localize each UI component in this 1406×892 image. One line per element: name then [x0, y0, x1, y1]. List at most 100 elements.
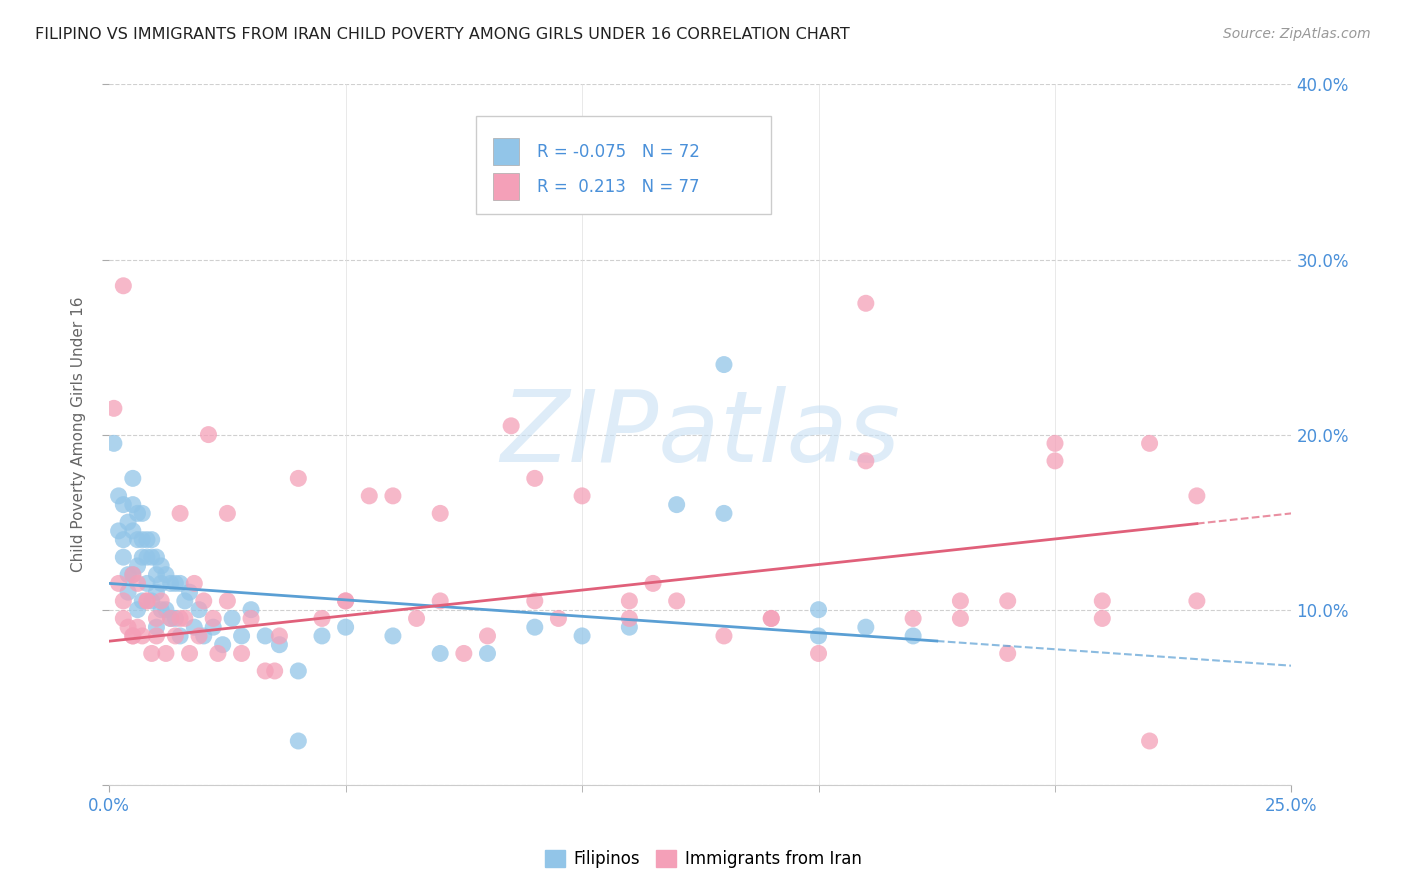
Point: [202, 620, 225, 634]
Point: [254, 664, 277, 678]
Point: [155, 567, 177, 582]
Point: [523, 594, 546, 608]
Point: [145, 611, 167, 625]
Point: [263, 664, 285, 678]
Point: [112, 498, 135, 512]
Point: [949, 611, 972, 625]
Point: [240, 611, 263, 625]
Point: [141, 550, 163, 565]
Point: [405, 611, 427, 625]
Point: [855, 454, 877, 468]
Point: [571, 629, 593, 643]
Point: [901, 629, 924, 643]
Point: [155, 602, 177, 616]
Point: [713, 358, 735, 372]
Point: [761, 611, 783, 625]
Point: [523, 471, 546, 485]
Point: [121, 498, 143, 512]
Point: [807, 647, 830, 661]
Point: [165, 576, 187, 591]
Point: [713, 629, 735, 643]
Point: [179, 647, 201, 661]
Point: [335, 594, 357, 608]
Point: [131, 507, 153, 521]
Point: [173, 611, 195, 625]
Point: [217, 594, 239, 608]
Point: [103, 401, 125, 416]
Point: [131, 629, 153, 643]
FancyBboxPatch shape: [494, 173, 519, 200]
Point: [150, 594, 173, 608]
Point: [150, 602, 173, 616]
Point: [240, 602, 263, 616]
Point: [145, 585, 167, 599]
Point: [159, 576, 181, 591]
Point: [136, 576, 159, 591]
Point: [107, 576, 129, 591]
Point: [381, 489, 404, 503]
Point: [429, 647, 451, 661]
Point: [145, 620, 167, 634]
Point: [665, 498, 688, 512]
Point: [949, 594, 972, 608]
Text: ZIPatlas: ZIPatlas: [501, 386, 900, 483]
Point: [335, 620, 357, 634]
Point: [179, 585, 201, 599]
Point: [141, 647, 163, 661]
Point: [141, 533, 163, 547]
Point: [127, 558, 149, 573]
Point: [150, 576, 173, 591]
Point: [477, 647, 499, 661]
Point: [136, 594, 159, 608]
Point: [477, 629, 499, 643]
Point: [183, 620, 205, 634]
Point: [127, 620, 149, 634]
Point: [1139, 734, 1161, 748]
FancyBboxPatch shape: [494, 138, 519, 165]
Point: [112, 611, 135, 625]
Point: [287, 471, 309, 485]
Point: [117, 567, 139, 582]
Point: [169, 629, 191, 643]
Point: [855, 296, 877, 310]
Point: [1091, 594, 1114, 608]
Text: Source: ZipAtlas.com: Source: ZipAtlas.com: [1223, 27, 1371, 41]
Point: [173, 594, 195, 608]
Point: [997, 594, 1019, 608]
Point: [855, 620, 877, 634]
Point: [131, 533, 153, 547]
Point: [121, 524, 143, 538]
Point: [453, 647, 475, 661]
Point: [1091, 611, 1114, 625]
Point: [183, 576, 205, 591]
Point: [112, 278, 135, 293]
Point: [150, 558, 173, 573]
Point: [547, 611, 569, 625]
Point: [269, 629, 291, 643]
Point: [287, 734, 309, 748]
Point: [121, 629, 143, 643]
Point: [665, 594, 688, 608]
Point: [103, 436, 125, 450]
Text: FILIPINO VS IMMIGRANTS FROM IRAN CHILD POVERTY AMONG GIRLS UNDER 16 CORRELATION : FILIPINO VS IMMIGRANTS FROM IRAN CHILD P…: [35, 27, 849, 42]
Point: [107, 524, 129, 538]
Point: [1043, 436, 1066, 450]
Point: [155, 647, 177, 661]
FancyBboxPatch shape: [475, 116, 772, 214]
Point: [127, 602, 149, 616]
Point: [571, 489, 593, 503]
Point: [159, 611, 181, 625]
Point: [1139, 436, 1161, 450]
Point: [523, 620, 546, 634]
Point: [287, 664, 309, 678]
Point: [231, 629, 253, 643]
Legend: Filipinos, Immigrants from Iran: Filipinos, Immigrants from Iran: [538, 843, 868, 875]
Point: [359, 489, 381, 503]
Point: [807, 629, 830, 643]
Point: [121, 471, 143, 485]
Point: [997, 647, 1019, 661]
Point: [501, 418, 523, 433]
Point: [159, 611, 181, 625]
Point: [193, 594, 215, 608]
Point: [335, 594, 357, 608]
